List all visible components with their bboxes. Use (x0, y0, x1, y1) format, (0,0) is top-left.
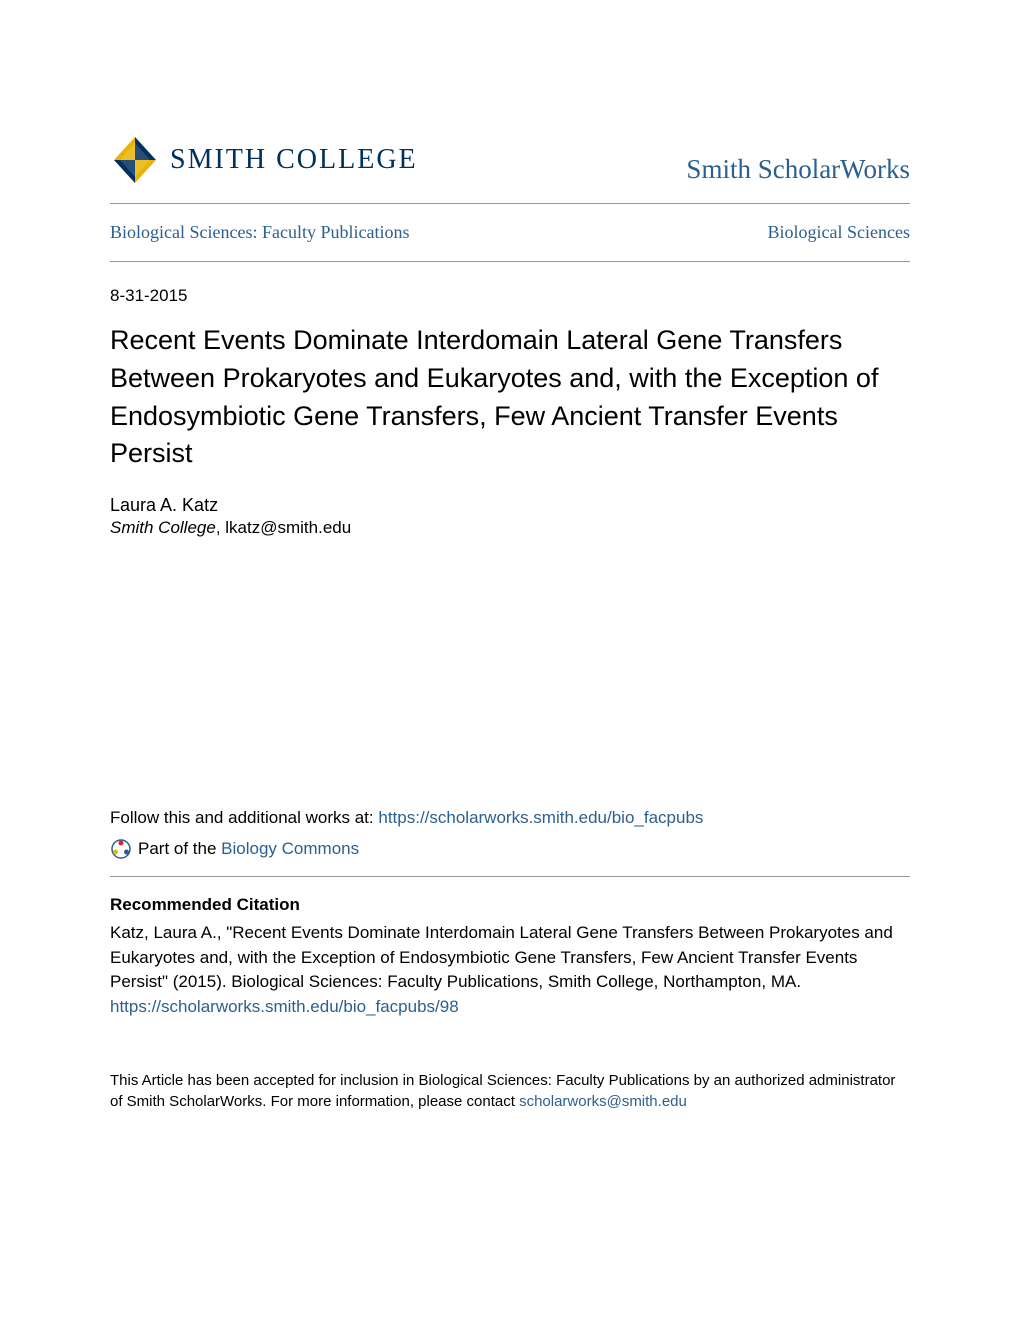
college-name: SMITH COLLEGE (170, 144, 418, 176)
part-of-text: Part of the Biology Commons (138, 839, 359, 859)
nav-row: Biological Sciences: Faculty Publication… (110, 204, 910, 261)
footer-contact-link[interactable]: scholarworks@smith.edu (519, 1093, 687, 1110)
follow-section: Follow this and additional works at: htt… (110, 808, 910, 860)
citation-url-link[interactable]: https://scholarworks.smith.edu/bio_facpu… (110, 997, 459, 1016)
follow-url-link[interactable]: https://scholarworks.smith.edu/bio_facpu… (378, 808, 703, 827)
part-of-prefix: Part of the (138, 839, 221, 858)
footer-text: This Article has been accepted for inclu… (110, 1072, 895, 1110)
citation-heading: Recommended Citation (110, 895, 910, 915)
part-of-row: Part of the Biology Commons (110, 838, 910, 860)
repository-link[interactable]: Smith ScholarWorks (686, 154, 910, 185)
header-row: SMITH COLLEGE Smith ScholarWorks (110, 135, 910, 185)
citation-body: Katz, Laura A., "Recent Events Dominate … (110, 921, 910, 1020)
commons-link[interactable]: Biology Commons (221, 839, 359, 858)
author-affiliation: Smith College, lkatz@smith.edu (110, 518, 910, 538)
affiliation-institution: Smith College (110, 518, 216, 537)
citation-text: Katz, Laura A., "Recent Events Dominate … (110, 923, 893, 991)
document-title: Recent Events Dominate Interdomain Later… (110, 322, 910, 473)
citation-section: Recommended Citation Katz, Laura A., "Re… (110, 895, 910, 1020)
divider-bottom (110, 261, 910, 262)
author-name: Laura A. Katz (110, 495, 910, 516)
divider-citation (110, 876, 910, 877)
follow-prefix: Follow this and additional works at: (110, 808, 378, 827)
affiliation-email: , lkatz@smith.edu (216, 518, 351, 537)
college-logo-icon (110, 135, 160, 185)
collection-link[interactable]: Biological Sciences: Faculty Publication… (110, 222, 409, 243)
commons-network-icon (110, 838, 132, 860)
publication-date: 8-31-2015 (110, 286, 910, 306)
footer-note: This Article has been accepted for inclu… (110, 1070, 910, 1112)
logo-block: SMITH COLLEGE (110, 135, 418, 185)
department-link[interactable]: Biological Sciences (768, 222, 910, 243)
